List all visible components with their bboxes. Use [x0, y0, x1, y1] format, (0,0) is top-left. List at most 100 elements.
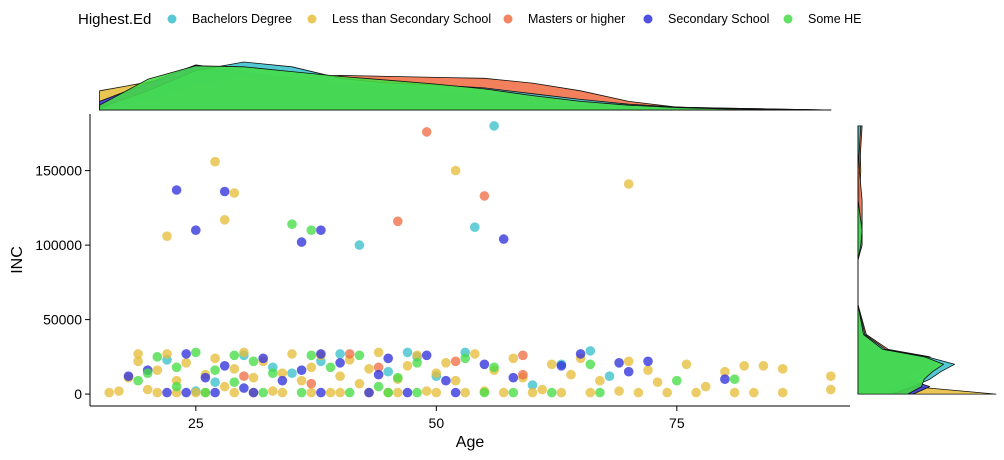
- data-point: [152, 365, 163, 376]
- data-point: [210, 377, 220, 388]
- data-point: [643, 356, 653, 367]
- data-point: [537, 384, 547, 395]
- data-point: [248, 372, 259, 383]
- data-point: [729, 374, 740, 385]
- data-point: [508, 353, 519, 364]
- data-point: [171, 381, 182, 392]
- y-tick-label: 100000: [35, 237, 82, 253]
- data-point: [191, 387, 201, 398]
- top-marginal-density: [99, 61, 832, 111]
- data-point: [268, 386, 278, 396]
- data-point: [460, 387, 471, 398]
- data-point: [479, 387, 490, 398]
- data-point: [171, 185, 182, 195]
- data-point: [354, 240, 365, 250]
- data-point: [518, 350, 528, 361]
- data-point: [729, 387, 740, 398]
- data-point: [460, 353, 471, 364]
- data-point: [421, 386, 432, 396]
- data-point: [171, 362, 182, 373]
- data-point: [431, 368, 442, 379]
- legend-label: Less than Secondary School: [332, 12, 491, 26]
- x-tick-label: 25: [188, 415, 204, 431]
- data-point: [508, 372, 519, 383]
- data-point: [585, 359, 596, 370]
- data-point: [623, 356, 634, 367]
- data-point: [181, 358, 191, 368]
- legend-label: Bachelors Degree: [192, 12, 292, 26]
- data-point: [393, 387, 403, 398]
- data-point: [325, 387, 336, 398]
- legend: Highest.Ed Bachelors Degree Less than Sec…: [78, 11, 862, 28]
- right-marginal-density: [857, 125, 997, 395]
- data-point: [142, 368, 153, 379]
- data-point: [547, 359, 557, 370]
- data-point: [595, 375, 605, 386]
- data-point: [672, 375, 682, 386]
- data-point: [470, 222, 480, 232]
- data-point: [364, 364, 374, 374]
- data-point: [239, 383, 249, 393]
- data-point: [681, 359, 692, 370]
- x-tick-label: 50: [429, 415, 445, 431]
- data-point: [258, 387, 269, 398]
- data-point: [421, 350, 432, 361]
- data-point: [287, 368, 297, 379]
- data-point: [662, 387, 672, 398]
- legend-key-secondary-school: [643, 14, 653, 24]
- data-point: [402, 347, 413, 358]
- data-point: [383, 353, 394, 364]
- data-point: [575, 349, 586, 359]
- data-point: [229, 377, 240, 388]
- data-point: [277, 375, 288, 386]
- data-point: [585, 387, 596, 398]
- data-point: [229, 364, 240, 374]
- data-point: [344, 349, 355, 359]
- data-point: [508, 387, 519, 398]
- data-point: [720, 374, 730, 385]
- data-point: [393, 216, 403, 227]
- data-point: [479, 359, 490, 370]
- data-point: [229, 188, 240, 198]
- data-point: [777, 387, 788, 398]
- data-point: [344, 387, 355, 398]
- data-point: [595, 387, 605, 398]
- data-point: [200, 387, 211, 398]
- data-point: [181, 349, 191, 359]
- x-axis-title: Age: [456, 434, 485, 451]
- data-point: [556, 361, 567, 371]
- data-point: [229, 387, 240, 398]
- data-point: [248, 356, 259, 367]
- data-point: [450, 375, 461, 386]
- data-point: [306, 225, 317, 235]
- data-point: [191, 347, 201, 358]
- data-point: [373, 347, 384, 358]
- legend-label: Masters or higher: [528, 12, 625, 26]
- data-point: [219, 361, 230, 371]
- legend-key-less-than-secondary-school: [307, 14, 317, 24]
- data-point: [191, 225, 201, 235]
- data-point: [258, 353, 269, 364]
- legend-label: Secondary School: [668, 12, 769, 26]
- data-point: [441, 375, 451, 386]
- data-point: [604, 371, 615, 382]
- data-point: [210, 353, 220, 364]
- data-point: [412, 350, 422, 361]
- data-point: [325, 362, 336, 373]
- data-point: [614, 358, 624, 368]
- data-point: [335, 387, 345, 398]
- data-point: [556, 387, 567, 398]
- data-point: [296, 365, 307, 376]
- right-density-some-he: [857, 125, 944, 395]
- data-point: [373, 381, 384, 392]
- data-point: [354, 350, 365, 361]
- y-axis-title: INC: [9, 246, 26, 274]
- data-point: [210, 156, 220, 167]
- data-point: [450, 356, 461, 367]
- data-point: [239, 347, 249, 358]
- data-point: [239, 371, 249, 382]
- data-point: [527, 387, 538, 398]
- data-point: [383, 366, 394, 377]
- data-point: [402, 361, 413, 371]
- scatter-plot-area: 25 50 75 0 50000 100000 150000 Age INC: [9, 114, 850, 451]
